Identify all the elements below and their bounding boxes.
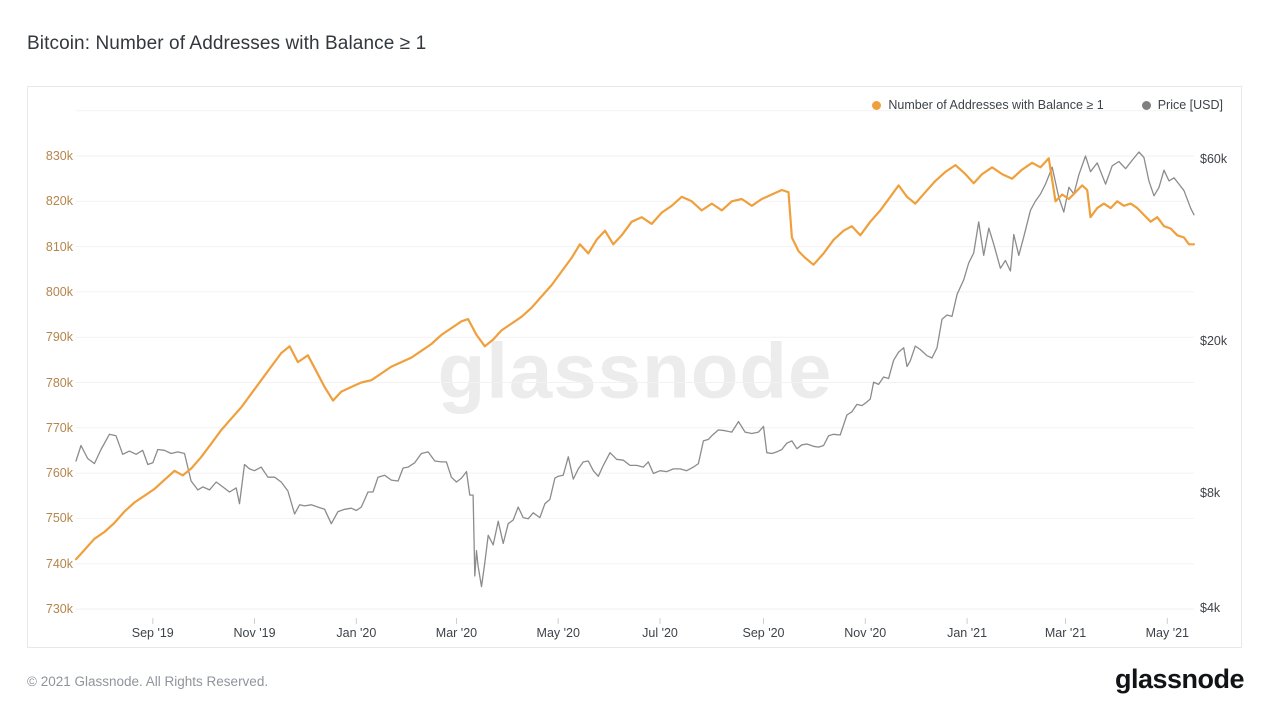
x-axis-label: Nov '19 — [233, 626, 276, 640]
legend-label: Price [USD] — [1157, 98, 1223, 112]
series-addresses-line — [74, 157, 1196, 561]
x-axis-label: Nov '20 — [844, 626, 887, 640]
y-axis-left-label: 750k — [45, 511, 73, 526]
x-axis-label: Mar '20 — [435, 626, 478, 640]
watermark: glassnode — [437, 326, 833, 415]
legend-dot — [872, 100, 882, 110]
series-price-line — [75, 151, 1195, 588]
y-axis-right-label: $60k — [1200, 151, 1228, 166]
legend-dot — [1141, 100, 1151, 110]
x-axis-label: Sep '19 — [131, 626, 174, 640]
y-axis-left-label: 830k — [45, 149, 73, 163]
chart-canvas[interactable] — [28, 87, 1241, 647]
x-axis-label: May '21 — [1145, 626, 1189, 640]
y-axis-left-label: 770k — [45, 420, 73, 435]
glassnode-logo: glassnode — [1114, 664, 1245, 694]
y-axis-right-label: $4k — [1200, 601, 1221, 615]
x-axis-label: Mar '21 — [1044, 626, 1087, 640]
y-axis-left-label: 790k — [45, 330, 73, 345]
y-axis-left-label: 800k — [45, 284, 73, 299]
y-axis-left-label: 740k — [45, 556, 73, 571]
y-axis-left-label: 780k — [45, 375, 73, 390]
legend-item-price[interactable]: Price [USD] — [1141, 98, 1223, 112]
chart-card: glassnode Number of Addresses with Balan… — [27, 86, 1242, 648]
footer-copyright: © 2021 Glassnode. All Rights Reserved. — [27, 674, 269, 689]
page-title: Bitcoin: Number of Addresses with Balanc… — [27, 33, 427, 54]
x-axis-label: Jan '20 — [336, 626, 377, 640]
legend-item-addresses[interactable]: Number of Addresses with Balance ≥ 1 — [872, 98, 1104, 112]
x-axis-label: Jan '21 — [947, 626, 988, 640]
y-axis-left-label: 810k — [45, 239, 73, 254]
legend: Number of Addresses with Balance ≥ 1 Pric… — [872, 98, 1223, 112]
y-axis-left-label: 820k — [45, 194, 73, 209]
x-axis-label: Jul '20 — [642, 626, 678, 640]
legend-label: Number of Addresses with Balance ≥ 1 — [888, 98, 1104, 112]
x-axis-label: Sep '20 — [742, 626, 785, 640]
y-axis-left-label: 760k — [45, 466, 73, 481]
x-axis-label: May '20 — [536, 626, 580, 640]
y-axis-left-label: 730k — [45, 602, 73, 616]
y-axis-right-label: $20k — [1200, 334, 1228, 348]
y-axis-right-label: $8k — [1200, 486, 1221, 500]
